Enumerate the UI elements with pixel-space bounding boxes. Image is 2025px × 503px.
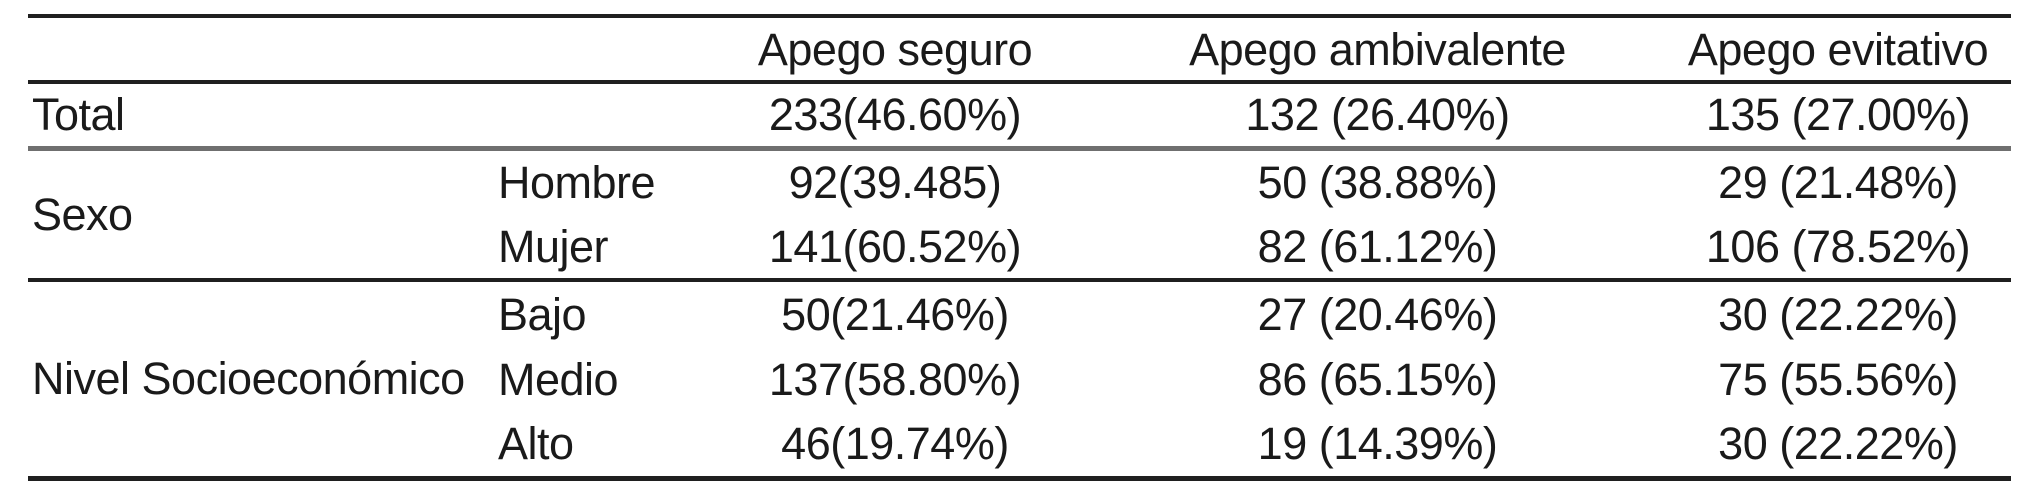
cell-hombre-ambivalente: 50 (38.88%)	[1257, 156, 1498, 208]
sexo-hombre-row: Sexo Hombre 92(39.485) 50 (38.88%) 29 (2…	[28, 148, 2011, 282]
cell-bajo-evitativo: 30 (22.22%)	[1718, 288, 1958, 340]
header-apego-ambivalente: Apego ambivalente	[1090, 16, 1665, 84]
row-label-hombre: Hombre	[498, 156, 656, 208]
nse-medio-row: Medio 137(58.80%) 86 (65.15%) 75 (55.56%…	[28, 346, 2011, 412]
cell-mujer-ambivalente: 82 (61.12%)	[1090, 214, 1665, 282]
sexo-mujer-row: Mujer 141(60.52%) 82 (61.12%) 106 (78.52…	[28, 214, 2011, 282]
header-row: Apego seguro Apego ambivalente Apego evi…	[28, 16, 2011, 84]
group-label-nivel-socioeconomico: Nivel Socioeconómico	[32, 353, 465, 405]
attachment-distribution-table: Apego seguro Apego ambivalente Apego evi…	[28, 14, 2011, 481]
nse-bajo-row: Nivel Socioeconómico Bajo 50(21.46%) 27 …	[28, 280, 2011, 402]
cell-total-evitativo: 135 (27.00%)	[1665, 82, 2011, 151]
cell-total-seguro: 233(46.60%)	[700, 82, 1090, 151]
cell-alto-seguro: 46(19.74%)	[781, 418, 1009, 470]
group-label-sexo: Sexo	[28, 148, 488, 282]
header-empty-cell	[28, 16, 700, 84]
cell-bajo-seguro: 50(21.46%)	[781, 288, 1009, 340]
row-label-bajo: Bajo	[498, 288, 587, 340]
row-label-mujer: Mujer	[488, 214, 700, 282]
cell-medio-evitativo: 75 (55.56%)	[1718, 353, 1958, 405]
total-row: Total 233(46.60%) 132 (26.40%) 135 (27.0…	[28, 82, 2011, 151]
row-label-total: Total	[28, 82, 700, 151]
header-apego-evitativo: Apego evitativo	[1665, 16, 2011, 84]
cell-medio-ambivalente: 86 (65.15%)	[1257, 353, 1498, 405]
cell-alto-evitativo: 30 (22.22%)	[1718, 418, 1958, 470]
cell-mujer-evitativo: 106 (78.52%)	[1665, 214, 2011, 282]
row-label-alto: Alto	[498, 418, 574, 470]
cell-bajo-ambivalente: 27 (20.46%)	[1257, 288, 1498, 340]
cell-alto-ambivalente: 19 (14.39%)	[1257, 418, 1498, 470]
row-label-medio: Medio	[498, 353, 619, 405]
cell-mujer-seguro: 141(60.52%)	[700, 214, 1090, 282]
cell-hombre-evitativo: 29 (21.48%)	[1718, 156, 1958, 208]
cell-medio-seguro: 137(58.80%)	[768, 353, 1022, 405]
cell-total-ambivalente: 132 (26.40%)	[1090, 82, 1665, 151]
cell-hombre-seguro: 92(39.485)	[788, 156, 1002, 208]
header-apego-seguro: Apego seguro	[700, 16, 1090, 84]
nse-alto-row: Alto 46(19.74%) 19 (14.39%) 30 (22.22%)	[28, 412, 2011, 478]
